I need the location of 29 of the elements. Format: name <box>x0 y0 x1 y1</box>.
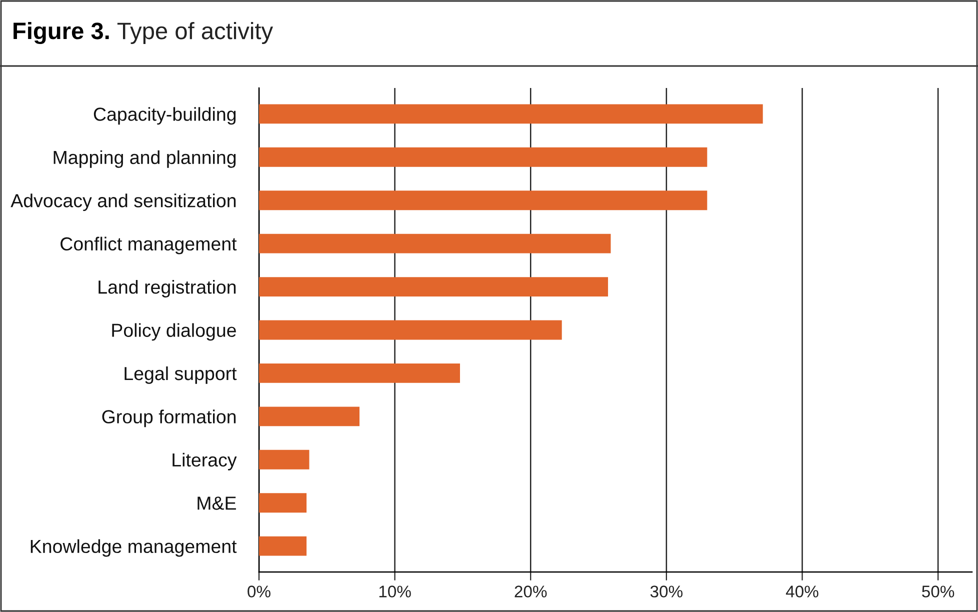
y-tick-label: Policy dialogue <box>112 323 236 341</box>
bar <box>259 406 360 426</box>
x-tick-label: 50% <box>922 586 954 598</box>
chart-title: Figure 3. Type of activity <box>14 22 274 44</box>
y-tick-label: M&E <box>198 496 236 510</box>
x-tick-label: 20% <box>514 586 547 598</box>
bar <box>259 450 310 470</box>
x-tick-label: 40% <box>786 586 818 598</box>
x-tick-label: 0% <box>248 586 270 598</box>
bar <box>259 536 307 556</box>
y-tick-label: Land registration <box>98 280 236 298</box>
y-tick-label: Legal support <box>124 366 237 384</box>
bar <box>259 277 608 297</box>
y-tick-label: Advocacy and sensitization <box>10 194 236 212</box>
x-tick-label: 10% <box>379 586 411 598</box>
bar <box>259 320 562 340</box>
bar <box>259 104 763 124</box>
y-tick-label: Conflict management <box>60 236 237 254</box>
bar <box>259 493 307 513</box>
y-tick-label: Group formation <box>102 410 236 428</box>
bar <box>259 147 708 167</box>
bar <box>259 234 611 254</box>
y-tick-label: Knowledge management <box>30 539 237 557</box>
x-tick-label: 30% <box>650 586 683 598</box>
bar <box>259 363 460 383</box>
y-tick-label: Mapping and planning <box>54 150 236 168</box>
y-tick-label: Literacy <box>172 452 237 470</box>
bar <box>259 190 708 210</box>
y-tick-label: Capacity-building <box>94 107 236 125</box>
